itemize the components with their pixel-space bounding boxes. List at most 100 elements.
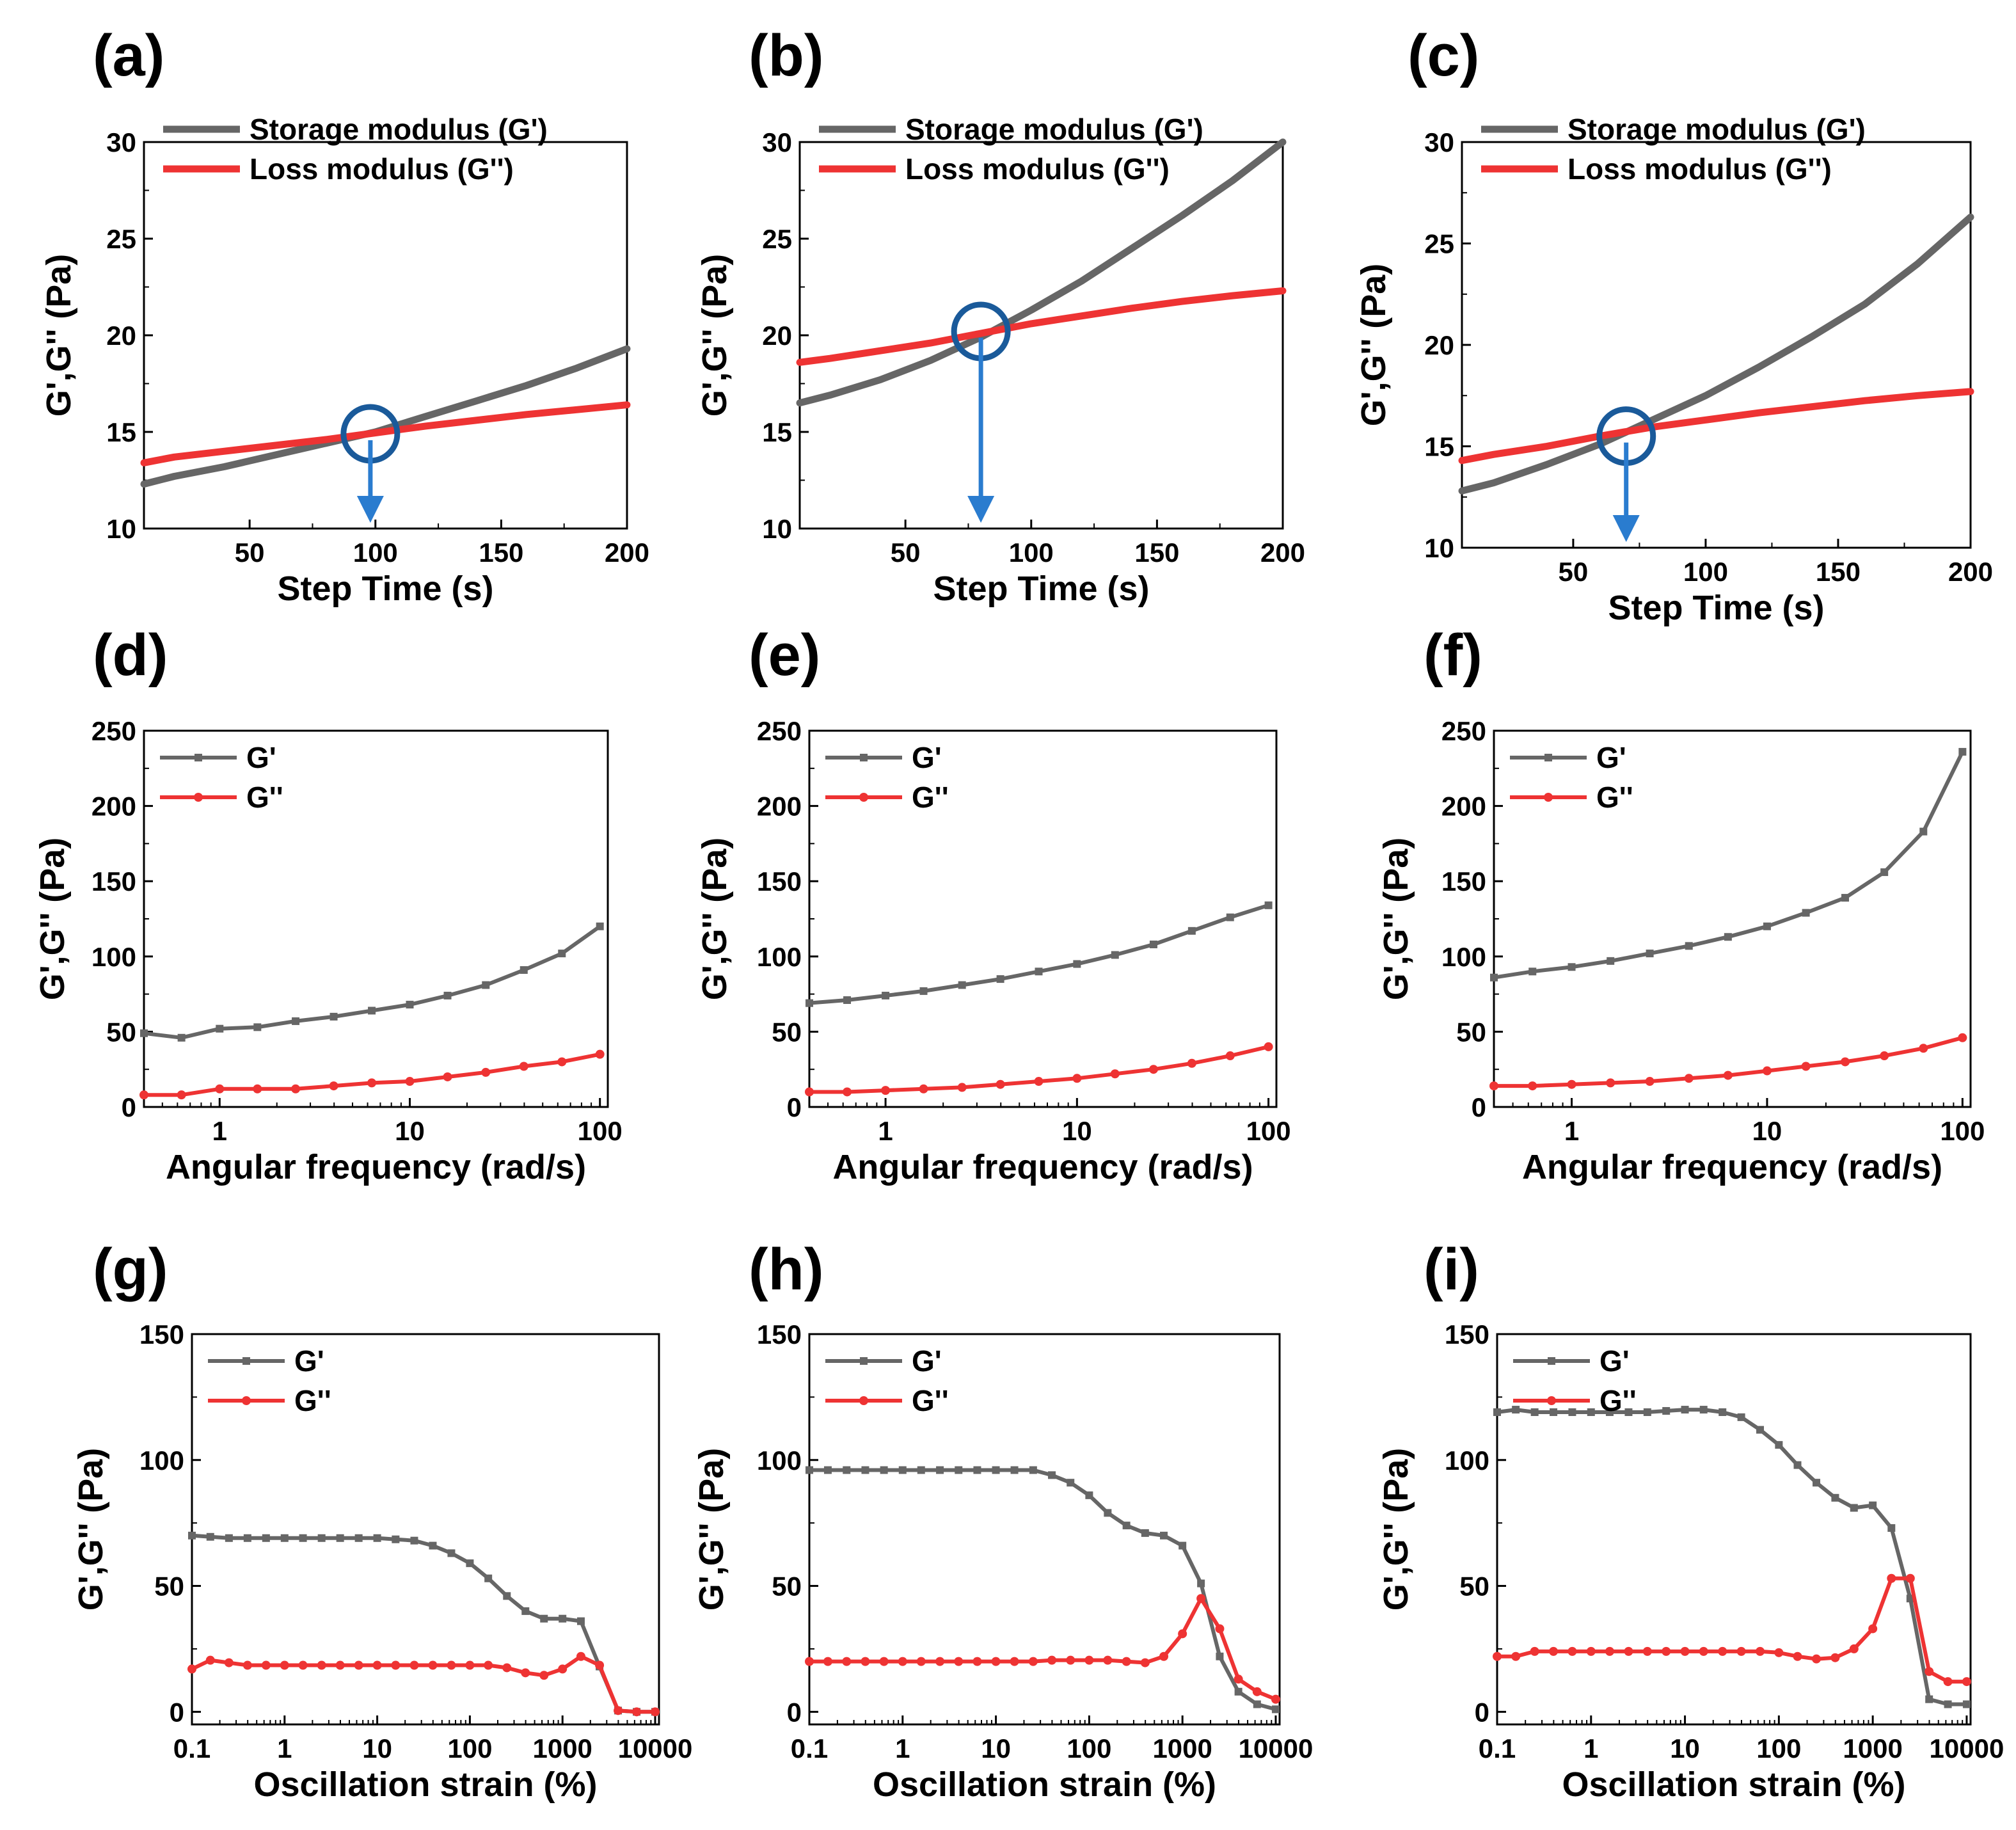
data-point — [1763, 922, 1771, 930]
data-point — [880, 1466, 888, 1474]
series-line — [140, 401, 631, 466]
x-tick-label: 200 — [1260, 537, 1305, 568]
legend-marker — [1544, 793, 1553, 802]
y-tick-label: 10 — [1424, 533, 1454, 563]
x-tick-label: 50 — [891, 537, 921, 568]
data-point — [481, 1067, 491, 1077]
data-point — [1962, 1700, 1971, 1708]
data-point — [898, 1466, 907, 1474]
data-point — [1681, 1406, 1689, 1414]
data-point — [936, 1466, 944, 1474]
data-point — [391, 1660, 401, 1670]
x-tick-label: 150 — [1134, 537, 1179, 568]
data-point — [1905, 1573, 1915, 1583]
y-axis-label: G',G'' (Pa) — [695, 838, 734, 1001]
data-point — [1196, 1594, 1206, 1603]
plot-frame — [1493, 729, 1972, 1108]
data-point — [484, 1574, 493, 1582]
data-point — [443, 991, 452, 999]
data-point — [1793, 1461, 1802, 1469]
legend-label: Loss modulus (G'') — [250, 152, 514, 186]
data-point — [1264, 1042, 1273, 1051]
legend-label: Storage modulus (G') — [1568, 113, 1866, 146]
x-tick-label: 1 — [878, 1116, 893, 1146]
legend-marker — [242, 1357, 250, 1365]
data-point — [1530, 1646, 1539, 1656]
legend-label: G'' — [246, 781, 283, 814]
data-point — [215, 1084, 225, 1094]
legend-label: G'' — [912, 1384, 949, 1417]
y-tick-label: 0 — [122, 1092, 136, 1122]
data-point — [992, 1466, 1000, 1474]
y-tick-label: 25 — [106, 224, 136, 254]
legend-marker — [860, 1357, 868, 1365]
series-line — [1458, 213, 1974, 495]
data-point — [1925, 1667, 1934, 1676]
x-tick-label: 50 — [235, 537, 265, 568]
data-point — [823, 1466, 832, 1474]
series-line — [190, 1654, 657, 1714]
data-point — [1111, 951, 1119, 959]
data-point — [1567, 1079, 1576, 1089]
data-point — [1253, 1700, 1261, 1708]
data-point — [317, 1660, 326, 1670]
data-point — [521, 1668, 530, 1678]
panel-label: (f) — [1424, 623, 1482, 688]
data-point — [879, 1657, 889, 1666]
data-point — [1010, 1466, 1019, 1474]
y-tick-label: 100 — [139, 1445, 184, 1476]
y-tick-label: 150 — [1445, 1319, 1489, 1349]
data-point — [919, 1084, 928, 1094]
data-point — [1110, 1069, 1120, 1079]
data-point — [1605, 1408, 1614, 1416]
x-tick-label: 100 — [1756, 1733, 1801, 1763]
y-tick-label: 100 — [757, 1445, 802, 1476]
data-point — [1489, 1081, 1498, 1091]
series-line — [1495, 1408, 1969, 1707]
panel-label: (b) — [749, 23, 823, 88]
data-point — [1216, 1652, 1224, 1660]
panel-label: (c) — [1408, 23, 1479, 88]
x-tick-label: 100 — [578, 1116, 623, 1146]
data-point — [558, 1664, 567, 1674]
data-point — [299, 1534, 307, 1542]
data-point — [1178, 1629, 1187, 1639]
data-point — [1252, 1687, 1262, 1696]
x-tick-label: 10 — [395, 1116, 425, 1146]
data-point — [354, 1534, 363, 1542]
chart-panel-a: (a) 10 15 20 25 30 50 100 150 200 Step Time (s) G',… — [40, 23, 649, 608]
data-point — [216, 1024, 224, 1033]
y-tick-label: 50 — [1459, 1571, 1489, 1602]
data-point — [1736, 1646, 1746, 1656]
y-tick-label: 250 — [91, 716, 136, 746]
data-point — [1568, 1646, 1577, 1656]
data-point — [996, 975, 1004, 983]
data-point — [1271, 1694, 1280, 1704]
data-point — [861, 1466, 869, 1474]
y-tick-label: 10 — [762, 514, 792, 544]
data-point — [520, 966, 528, 974]
data-point — [280, 1534, 289, 1542]
x-tick-label: 0.1 — [791, 1733, 828, 1763]
data-point — [1141, 1529, 1149, 1537]
series-line — [807, 1596, 1278, 1701]
data-point — [1234, 1675, 1243, 1684]
x-tick-label: 0.1 — [1479, 1733, 1516, 1763]
data-point — [1684, 1074, 1694, 1083]
data-point — [1047, 1655, 1057, 1665]
panel-label: (a) — [93, 23, 164, 88]
data-point — [1841, 1057, 1850, 1067]
y-tick-label: 250 — [1441, 716, 1486, 746]
data-point — [1850, 1504, 1858, 1512]
data-point — [539, 1671, 549, 1680]
data-point — [823, 1657, 832, 1666]
data-point — [1830, 1653, 1840, 1662]
data-point — [1549, 1646, 1559, 1656]
data-point — [1264, 901, 1273, 909]
legend-marker — [859, 1396, 868, 1405]
data-point — [1624, 1408, 1633, 1416]
data-point — [1073, 960, 1081, 968]
data-point — [996, 1079, 1005, 1089]
data-point — [1812, 1654, 1822, 1664]
data-point — [1122, 1657, 1131, 1666]
